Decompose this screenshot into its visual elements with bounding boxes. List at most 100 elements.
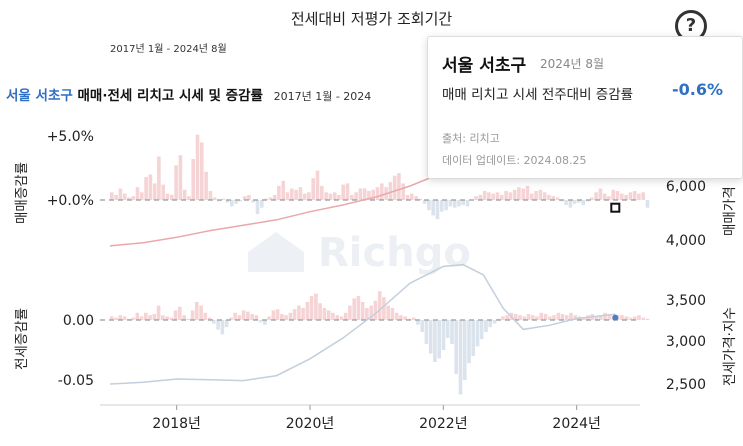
sale-rate-bar — [517, 187, 521, 200]
sale-rate-bar — [431, 200, 435, 216]
jeonse-rate-bar — [288, 312, 293, 320]
jeonse-rate-bar — [326, 310, 331, 320]
sale-rate-bar — [452, 200, 457, 208]
sale-rate-bar — [487, 192, 491, 200]
jeonse-rate-tick: -0.05 — [58, 373, 94, 389]
jeonse-rate-bar — [331, 312, 335, 320]
sale-rate-bar — [332, 192, 337, 200]
sale-rate-bar — [632, 191, 637, 200]
x-tick-label: 2024년 — [552, 416, 601, 432]
jeonse-rate-bar — [633, 316, 637, 320]
jeonse-rate-bar — [156, 305, 161, 320]
jeonse-rate-bar — [573, 315, 578, 320]
sale-rate-bar — [122, 193, 127, 200]
sale-price-tick: 6,000 — [666, 179, 706, 195]
sale-rate-bar — [577, 200, 581, 203]
sale-rate-bar — [504, 191, 508, 200]
sale-rate-bar — [637, 193, 641, 200]
sale-rate-bar — [217, 200, 221, 202]
jeonse-rate-bar — [246, 311, 250, 320]
jeonse-rate-tick: 0.00 — [63, 313, 94, 329]
jeonse-rate-bar — [343, 312, 348, 320]
sale-rate-bar — [127, 197, 131, 200]
jeonse-rate-bar — [258, 320, 263, 323]
left-top-axis-label: 매매증감률 — [14, 161, 30, 224]
sale-rate-bar — [615, 191, 620, 200]
sale-rate-bar — [285, 192, 290, 200]
sale-rate-bar — [645, 200, 650, 208]
jeonse-rate-bar — [382, 297, 386, 320]
sale-last-point — [610, 202, 621, 213]
jeonse-rate-bar — [220, 320, 225, 335]
jeonse-rate-bar — [492, 320, 497, 324]
sale-rate-bar — [268, 197, 273, 200]
jeonse-rate-bar — [335, 315, 339, 320]
jeonse-rate-bar — [535, 316, 539, 320]
chart-title: 매매·전세 리치고 시세 및 증감률 — [77, 88, 263, 104]
jeonse-rate-bar — [403, 316, 407, 320]
jeonse-rate-bar — [505, 315, 509, 320]
sale-rate-bar — [182, 189, 187, 200]
sale-rate-bar — [448, 200, 453, 207]
sale-rate-bar — [354, 192, 358, 200]
sale-rate-bar — [260, 200, 264, 208]
sale-rate-bar — [568, 200, 573, 208]
jeonse-rate-bar — [411, 317, 416, 320]
sale-rate-bar — [405, 194, 410, 200]
jeonse-rate-bar — [365, 308, 369, 320]
jeonse-rate-bar — [526, 314, 531, 320]
jeonse-rate-bar — [488, 320, 492, 328]
sale-rate-bar — [350, 194, 354, 200]
sale-rate-bar — [572, 200, 577, 204]
sale-rate-bar — [225, 200, 230, 203]
sale-rate-bar — [272, 194, 277, 200]
jeonse-rate-bar — [292, 309, 297, 320]
jeonse-rate-bar — [548, 316, 552, 320]
sale-rate-bar — [174, 165, 178, 200]
jeonse-rate-bar — [348, 305, 352, 320]
jeonse-rate-bar — [484, 320, 488, 332]
jeonse-rate-bar — [250, 314, 254, 320]
jeonse-rate-bar — [530, 315, 535, 320]
right-bottom-axis-label: 전세가격·지수 — [722, 307, 738, 386]
chart-region: 서울 서초구 — [6, 88, 73, 104]
sale-rate-bar — [542, 192, 547, 200]
jeonse-rate-bar — [552, 315, 556, 320]
sale-rate-bar — [594, 192, 598, 200]
jeonse-rate-bar — [254, 315, 259, 320]
sale-rate-bar — [624, 194, 628, 200]
jeonse-rate-bar — [594, 316, 599, 320]
sale-rate-bar — [247, 194, 251, 200]
jeonse-rate-bar — [369, 305, 373, 320]
sale-rate-bar — [440, 200, 444, 212]
sale-rate-bar — [294, 189, 298, 200]
jeonse-rate-bar — [454, 320, 458, 374]
sale-rate-bar — [564, 200, 568, 206]
sale-rate-bar — [491, 193, 495, 200]
tooltip-value: -0.6% — [672, 80, 724, 99]
sale-rate-bar — [140, 192, 144, 200]
jeonse-rate-bar — [165, 316, 169, 320]
sale-rate-bar — [238, 200, 243, 202]
jeonse-rate-bar — [565, 315, 569, 320]
jeonse-rate-bar — [241, 310, 246, 320]
jeonse-rate-bar — [322, 308, 327, 320]
jeonse-rate-bar — [297, 305, 301, 320]
sale-rate-bar — [598, 188, 603, 200]
jeonse-rate-bar — [309, 296, 314, 320]
jeonse-rate-bar — [433, 320, 437, 362]
sale-rate-bar — [187, 196, 191, 200]
jeonse-rate-bar — [139, 316, 144, 320]
sale-rate-bar — [152, 183, 157, 200]
sale-rate-bar — [200, 142, 204, 200]
jeonse-rate-bar — [556, 312, 561, 320]
jeonse-rate-bar — [190, 310, 195, 320]
jeonse-rate-bar — [144, 312, 148, 320]
jeonse-rate-bar — [539, 312, 543, 320]
query-period[interactable]: 2017년 1월 - 2024년 8월 — [110, 44, 227, 55]
jeonse-price-tick: 2,500 — [666, 377, 706, 393]
jeonse-rate-bar — [212, 320, 216, 324]
sale-rate-bar — [371, 189, 375, 200]
jeonse-rate-bar — [314, 293, 318, 320]
